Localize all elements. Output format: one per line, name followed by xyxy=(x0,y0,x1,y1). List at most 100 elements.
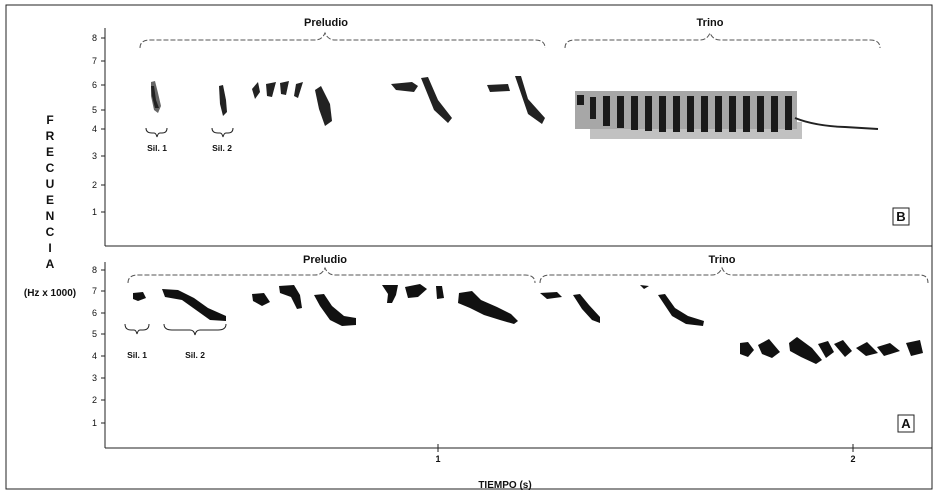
x-tick-label: 1 xyxy=(435,454,440,464)
trill-note xyxy=(785,96,792,130)
trill-note xyxy=(659,96,666,132)
trill-note xyxy=(771,96,778,132)
y-letter: C xyxy=(46,225,55,239)
trill-note xyxy=(877,343,900,356)
y-tick-label: 6 xyxy=(92,80,97,90)
panel-a-label-box xyxy=(897,414,915,433)
figure-frame xyxy=(5,4,933,490)
brace-trino xyxy=(539,266,929,284)
syllable-mark xyxy=(252,293,270,306)
y-tick-label: 3 xyxy=(92,151,97,161)
syllable-mark xyxy=(280,81,289,95)
syllable-mark xyxy=(266,82,276,97)
y-tick-label: 2 xyxy=(92,395,97,405)
trill-note xyxy=(631,96,638,130)
section-label-trino: Trino xyxy=(709,254,736,266)
trill-note xyxy=(673,96,680,132)
y-letter: E xyxy=(46,145,54,159)
trill-note xyxy=(577,95,584,105)
panel-a-label: A xyxy=(901,416,911,431)
trill-note xyxy=(757,96,764,132)
trill-note xyxy=(740,342,754,357)
brace-preludio xyxy=(139,31,546,49)
trill-note xyxy=(856,342,878,356)
syllable-mark xyxy=(133,292,146,301)
section-label-trino: Trino xyxy=(697,17,724,29)
y-tick-label: 8 xyxy=(92,33,97,43)
trill-note xyxy=(906,340,923,356)
panel-b-label-box xyxy=(892,207,910,226)
brace-sil-1 xyxy=(124,323,150,335)
panel-b-y-ticks: 1 2 3 4 5 6 7 8 xyxy=(92,33,105,217)
y-letter: R xyxy=(46,129,55,143)
syllable-mark xyxy=(162,289,226,321)
syllable-mark xyxy=(421,77,452,123)
syllable-mark xyxy=(294,82,303,98)
section-label-preludio: Preludio xyxy=(304,17,348,29)
trill-tail xyxy=(794,117,879,130)
preludio-syllables xyxy=(133,284,704,326)
y-tick-label: 1 xyxy=(92,207,97,217)
y-letter: E xyxy=(46,193,54,207)
y-tick-label: 5 xyxy=(92,105,97,115)
y-tick-label: 1 xyxy=(92,418,97,428)
trill-note xyxy=(715,96,722,132)
trill-note xyxy=(758,339,780,358)
panel-b: 1 2 3 4 5 6 7 8 Preludio Trino xyxy=(92,17,932,247)
panel-b-label: B xyxy=(896,209,905,224)
y-tick-label: 7 xyxy=(92,56,97,66)
trill-note xyxy=(687,96,694,132)
syllable-label-sil-1: Sil. 1 xyxy=(127,350,147,360)
y-axis-title: F R E C U E N C I A (Hz x 1000) xyxy=(24,113,76,299)
panel-a-y-ticks: 1 2 3 4 5 6 7 8 xyxy=(92,265,105,428)
syllable-mark xyxy=(382,285,398,303)
trino-spectrogram xyxy=(575,91,879,139)
y-tick-label: 7 xyxy=(92,286,97,296)
panel-a: 1 2 3 4 5 6 7 8 Preludio Trino xyxy=(92,254,932,449)
trill-note xyxy=(834,340,852,357)
y-letter: F xyxy=(46,113,53,127)
x-axis-ticks: 1 2 xyxy=(435,444,856,464)
brace-trino xyxy=(564,31,881,49)
trill-note xyxy=(645,96,652,131)
y-letter: A xyxy=(46,257,55,271)
syllable-mark xyxy=(314,294,356,326)
syllable-label-sil-1: Sil. 1 xyxy=(147,143,167,153)
y-tick-label: 5 xyxy=(92,329,97,339)
trill-note xyxy=(743,96,750,132)
trill-note xyxy=(818,341,834,358)
y-axis-unit: (Hz x 1000) xyxy=(24,288,76,299)
trill-note xyxy=(729,96,736,132)
syllable-mark xyxy=(391,82,418,92)
trino-notes xyxy=(740,337,923,364)
syllable-mark xyxy=(315,86,332,126)
y-letter: U xyxy=(46,177,55,191)
y-tick-label: 6 xyxy=(92,308,97,318)
x-tick-label: 2 xyxy=(850,454,855,464)
syllable-mark xyxy=(658,294,704,326)
section-label-preludio: Preludio xyxy=(303,254,347,266)
y-tick-label: 3 xyxy=(92,373,97,383)
x-axis-title: TIEMPO (s) xyxy=(478,480,531,491)
y-tick-label: 2 xyxy=(92,180,97,190)
y-tick-label: 4 xyxy=(92,124,97,134)
y-letter: N xyxy=(46,209,55,223)
syllable-mark xyxy=(515,76,545,124)
trill-note xyxy=(590,97,596,119)
syllable-mark xyxy=(487,84,510,92)
y-tick-label: 8 xyxy=(92,265,97,275)
syllable-mark xyxy=(436,286,444,299)
syllable-label-sil-2: Sil. 2 xyxy=(212,143,232,153)
trill-note xyxy=(701,96,708,132)
y-tick-label: 4 xyxy=(92,351,97,361)
trill-note xyxy=(617,96,624,128)
syllable-mark xyxy=(405,284,427,298)
syllable-mark xyxy=(279,285,302,309)
syllable-mark xyxy=(151,86,159,108)
syllable-mark xyxy=(540,292,562,299)
y-letter: I xyxy=(48,241,51,255)
trill-note xyxy=(603,96,610,126)
brace-sil-2 xyxy=(211,127,234,138)
syllable-mark xyxy=(458,291,518,324)
